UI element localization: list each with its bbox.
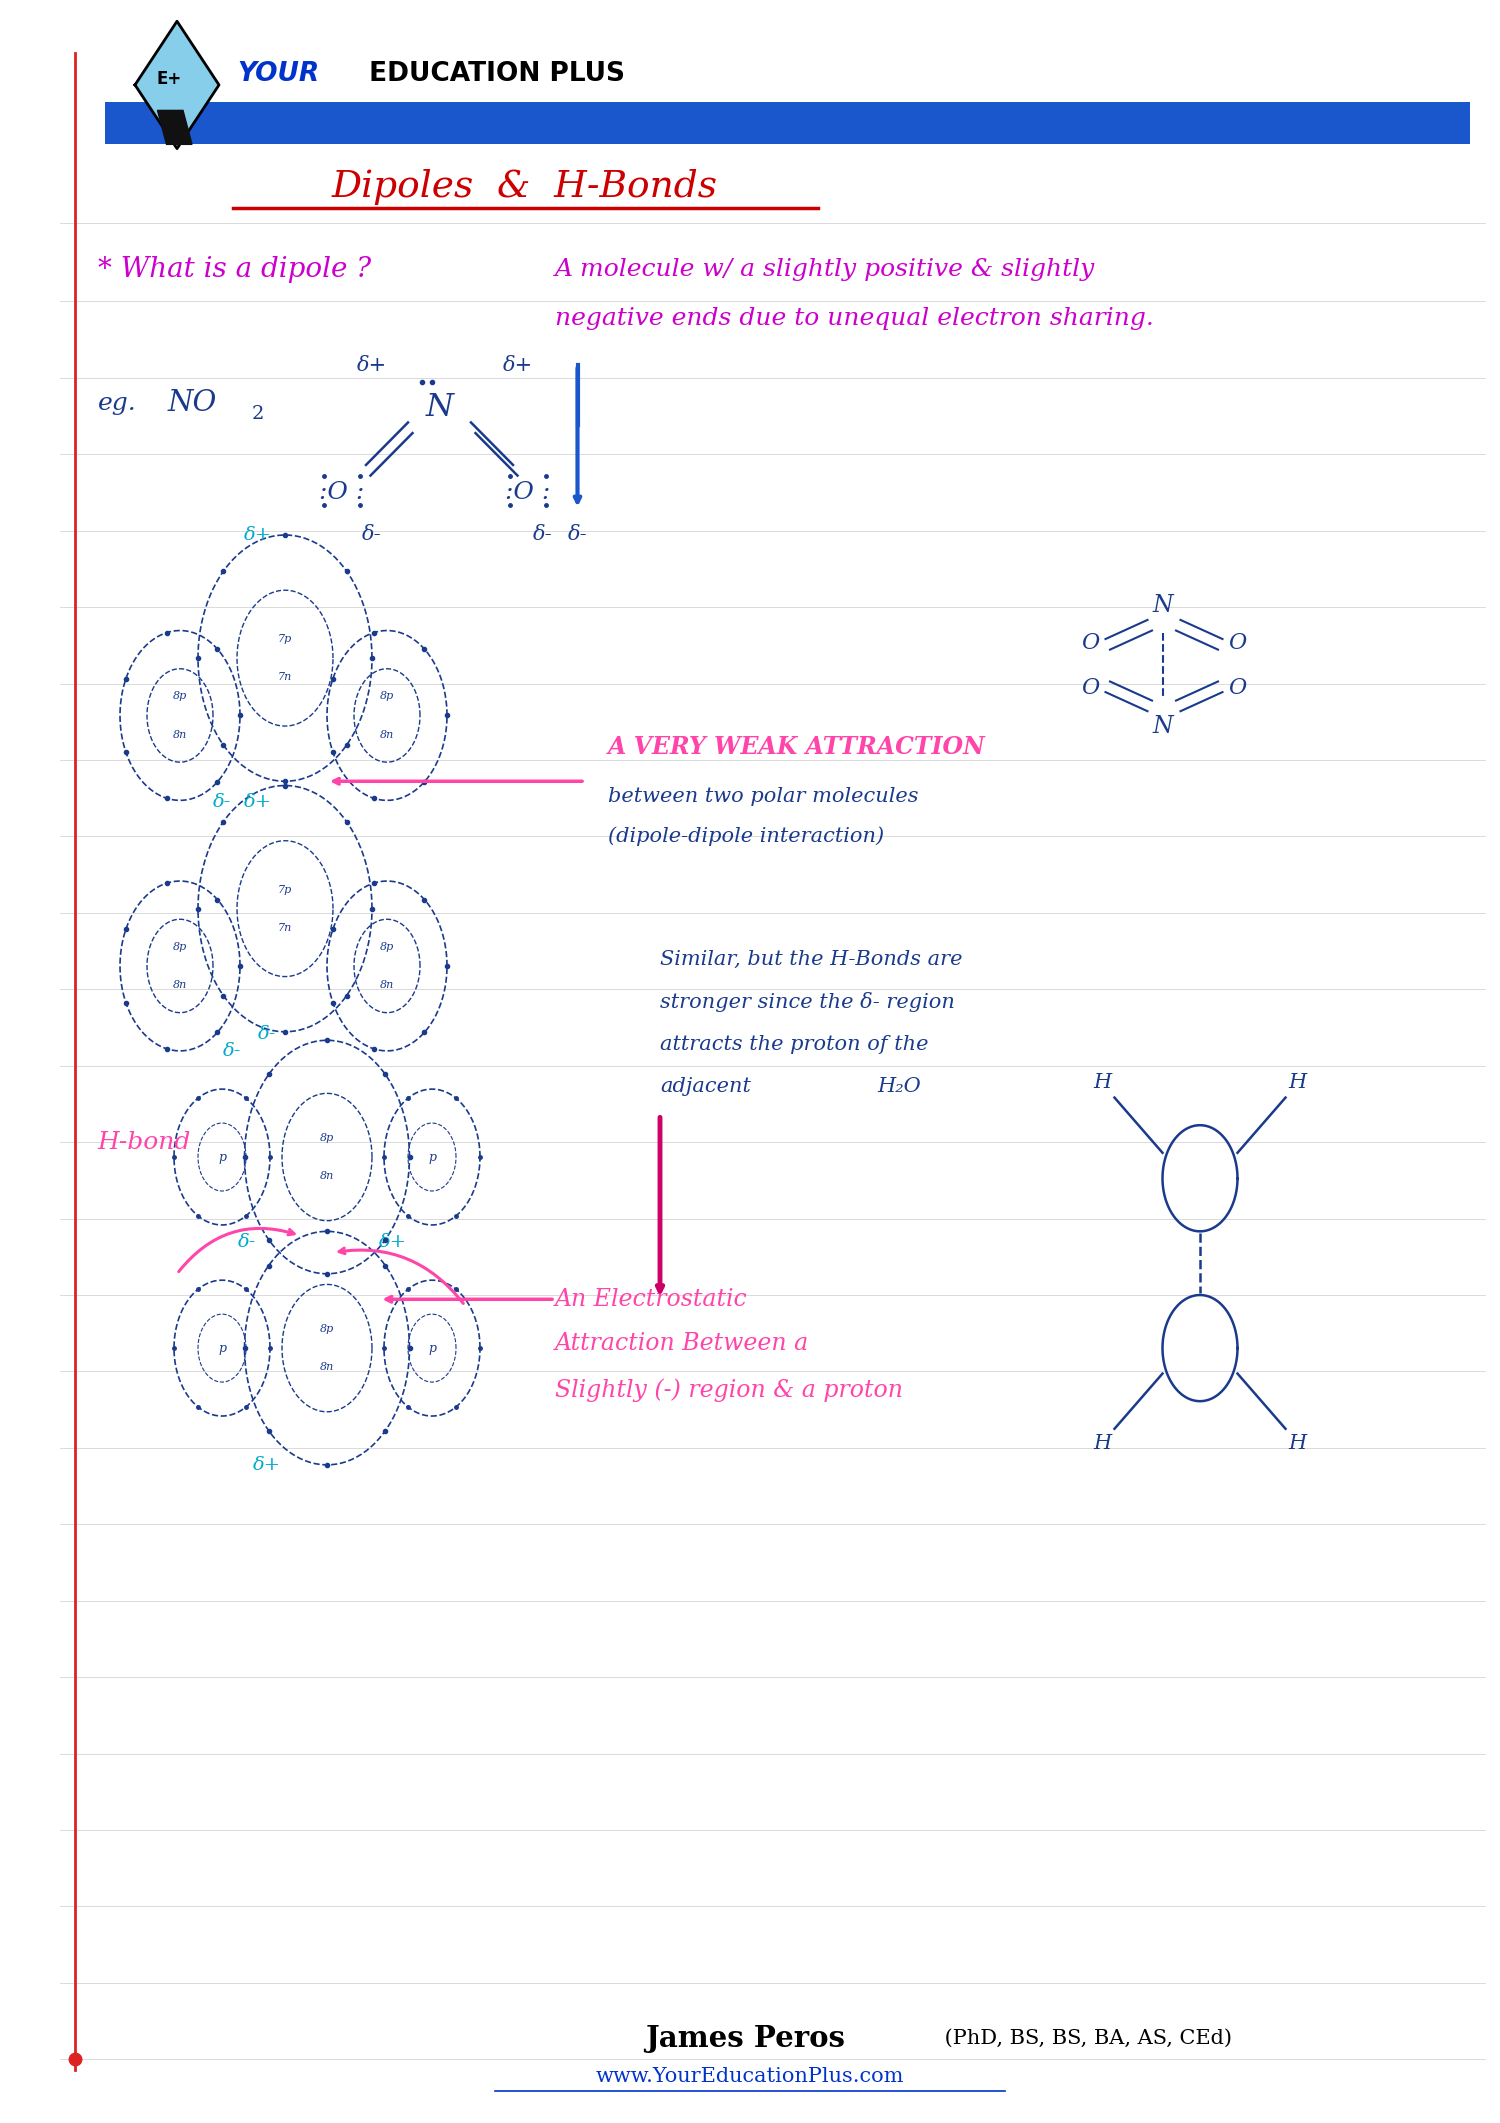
- Text: δ+: δ+: [503, 357, 532, 374]
- Text: N: N: [1152, 594, 1173, 616]
- Text: δ+: δ+: [380, 1233, 406, 1250]
- Text: H: H: [1288, 1435, 1306, 1452]
- Text: 7n: 7n: [278, 673, 292, 681]
- Text: 8p: 8p: [380, 943, 394, 951]
- Text: 8n: 8n: [320, 1363, 334, 1371]
- Text: (dipole-dipole interaction): (dipole-dipole interaction): [608, 826, 883, 847]
- Text: O: O: [1082, 633, 1100, 654]
- Text: adjacent: adjacent: [660, 1078, 752, 1095]
- Text: 8n: 8n: [172, 981, 188, 989]
- Text: negative ends due to unequal electron sharing.: negative ends due to unequal electron sh…: [555, 308, 1154, 329]
- Text: (PhD, BS, BS, BA, AS, CEd): (PhD, BS, BS, BA, AS, CEd): [938, 2030, 1232, 2047]
- Text: E+: E+: [158, 70, 182, 87]
- Text: James Peros: James Peros: [645, 2023, 844, 2053]
- Text: A VERY WEAK ATTRACTION: A VERY WEAK ATTRACTION: [608, 735, 986, 760]
- Text: 8p: 8p: [380, 692, 394, 701]
- Polygon shape: [158, 110, 192, 144]
- Polygon shape: [135, 21, 219, 149]
- Text: A molecule w/ a slightly positive & slightly: A molecule w/ a slightly positive & slig…: [555, 259, 1095, 280]
- Text: * What is a dipole ?: * What is a dipole ?: [98, 257, 370, 282]
- Text: 8n: 8n: [172, 730, 188, 739]
- Text: O: O: [1228, 677, 1246, 698]
- Text: H: H: [1288, 1074, 1306, 1091]
- Text: δ+: δ+: [254, 1456, 280, 1473]
- Text: 8p: 8p: [172, 943, 188, 951]
- Text: 8n: 8n: [380, 981, 394, 989]
- Text: H-bond: H-bond: [98, 1132, 190, 1153]
- Text: :O :: :O :: [506, 482, 550, 503]
- Text: stronger since the δ- region: stronger since the δ- region: [660, 991, 956, 1013]
- Text: 8n: 8n: [320, 1172, 334, 1180]
- Text: N: N: [426, 393, 453, 422]
- Text: p: p: [217, 1151, 226, 1163]
- Text: 8p: 8p: [320, 1325, 334, 1333]
- Text: Attraction Between a: Attraction Between a: [555, 1333, 810, 1354]
- Text: between two polar molecules: between two polar molecules: [608, 788, 918, 805]
- Text: δ+: δ+: [244, 794, 272, 811]
- Text: Similar, but the H-Bonds are: Similar, but the H-Bonds are: [660, 951, 963, 968]
- Text: δ-: δ-: [213, 794, 231, 811]
- Text: δ-: δ-: [224, 1042, 242, 1059]
- Text: 7p: 7p: [278, 885, 292, 894]
- Text: δ+: δ+: [244, 527, 272, 543]
- Text: δ+: δ+: [357, 357, 387, 374]
- Text: 8n: 8n: [380, 730, 394, 739]
- Text: H: H: [1094, 1435, 1112, 1452]
- FancyBboxPatch shape: [105, 102, 1470, 144]
- Text: p: p: [427, 1342, 436, 1354]
- Text: 2: 2: [252, 405, 264, 422]
- Text: O: O: [1228, 633, 1246, 654]
- Text: eg.: eg.: [98, 393, 136, 414]
- Text: 8p: 8p: [172, 692, 188, 701]
- Text: 7p: 7p: [278, 635, 292, 643]
- Text: An Electrostatic: An Electrostatic: [555, 1289, 747, 1310]
- Text: δ-: δ-: [238, 1233, 256, 1250]
- Text: δ-: δ-: [258, 1025, 276, 1042]
- Text: N: N: [1152, 715, 1173, 737]
- Text: EDUCATION PLUS: EDUCATION PLUS: [360, 62, 626, 87]
- Text: δ-: δ-: [567, 527, 588, 543]
- Text: δ-: δ-: [532, 527, 554, 543]
- Text: :O :: :O :: [320, 482, 364, 503]
- Text: p: p: [427, 1151, 436, 1163]
- Text: 7n: 7n: [278, 924, 292, 932]
- Text: H₂O: H₂O: [878, 1078, 921, 1095]
- Text: 8p: 8p: [320, 1134, 334, 1142]
- Text: Dipoles  &  H-Bonds: Dipoles & H-Bonds: [332, 170, 718, 204]
- Text: Slightly (-) region & a proton: Slightly (-) region & a proton: [555, 1378, 903, 1403]
- Text: www.YourEducationPlus.com: www.YourEducationPlus.com: [596, 2068, 904, 2085]
- Text: H: H: [1094, 1074, 1112, 1091]
- Text: p: p: [217, 1342, 226, 1354]
- Text: NO: NO: [168, 389, 217, 418]
- Text: δ-: δ-: [362, 527, 382, 543]
- Text: attracts the proton of the: attracts the proton of the: [660, 1036, 928, 1053]
- Text: O: O: [1082, 677, 1100, 698]
- Text: YOUR: YOUR: [237, 62, 320, 87]
